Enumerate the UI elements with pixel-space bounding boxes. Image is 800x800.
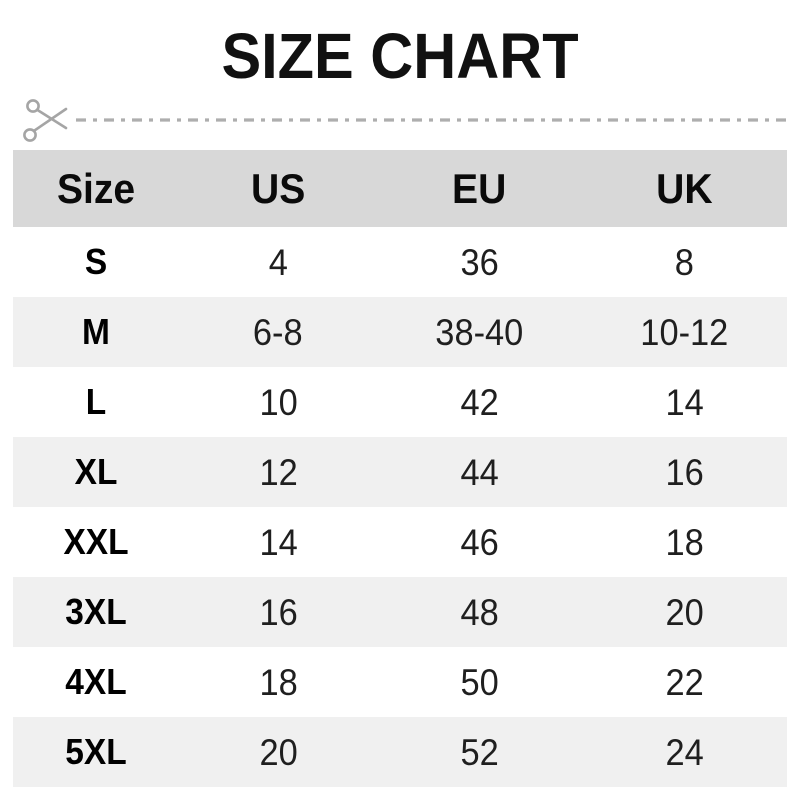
header-cell-eu: EU xyxy=(452,164,507,212)
page-title: SIZE CHART xyxy=(0,18,800,94)
uk-cell: 16 xyxy=(665,451,704,493)
us-cell: 10 xyxy=(258,381,298,423)
eu-cell: 50 xyxy=(460,661,499,703)
eu-cell: 42 xyxy=(460,381,499,423)
size-cell: 5XL xyxy=(65,731,127,772)
table-row-3xl: 3XL 16 48 20 xyxy=(13,577,787,647)
table-row-m: M 6-8 38-40 10-12 xyxy=(13,297,787,367)
eu-cell: 48 xyxy=(460,591,499,633)
eu-cell: 36 xyxy=(460,241,499,283)
table-header-row: Size US EU UK xyxy=(13,150,787,227)
page-title-text: SIZE CHART xyxy=(221,20,579,92)
header-cell-size: Size xyxy=(57,164,136,212)
size-table: Size US EU UK S 4 36 8 M 6-8 38-40 10-12… xyxy=(13,150,787,787)
eu-cell: 52 xyxy=(460,731,499,773)
us-cell: 14 xyxy=(258,521,298,563)
uk-cell: 18 xyxy=(665,521,704,563)
size-cell: 3XL xyxy=(65,591,127,632)
table-row-xxl: XXL 14 46 18 xyxy=(13,507,787,577)
us-cell: 12 xyxy=(258,451,298,493)
table-row-s: S 4 36 8 xyxy=(13,227,787,297)
table-row-4xl: 4XL 18 50 22 xyxy=(13,647,787,717)
eu-cell: 38-40 xyxy=(435,311,524,353)
us-cell: 4 xyxy=(268,241,288,283)
us-cell: 20 xyxy=(258,731,298,773)
size-cell: M xyxy=(82,311,111,352)
uk-cell: 8 xyxy=(674,241,694,283)
size-cell: S xyxy=(85,241,108,282)
eu-cell: 44 xyxy=(460,451,499,493)
us-cell: 18 xyxy=(258,661,298,703)
size-cell: 4XL xyxy=(65,661,127,702)
cut-line-graphic xyxy=(23,99,788,142)
uk-cell: 14 xyxy=(665,381,704,423)
table-row-5xl: 5XL 20 52 24 xyxy=(13,717,787,787)
size-cell: L xyxy=(85,381,107,422)
header-cell-us: US xyxy=(250,164,306,212)
uk-cell: 22 xyxy=(665,661,704,703)
size-cell: XL xyxy=(74,451,118,492)
uk-cell: 10-12 xyxy=(640,311,729,353)
uk-cell: 24 xyxy=(665,731,704,773)
cut-line xyxy=(0,94,800,146)
us-cell: 6-8 xyxy=(253,311,303,353)
table-row-xl: XL 12 44 16 xyxy=(13,437,787,507)
eu-cell: 46 xyxy=(460,521,499,563)
table-row-l: L 10 42 14 xyxy=(13,367,787,437)
scissors-icon xyxy=(23,99,68,142)
us-cell: 16 xyxy=(258,591,298,633)
uk-cell: 20 xyxy=(665,591,704,633)
header-cell-uk: UK xyxy=(656,164,713,212)
size-cell: XXL xyxy=(63,521,129,562)
